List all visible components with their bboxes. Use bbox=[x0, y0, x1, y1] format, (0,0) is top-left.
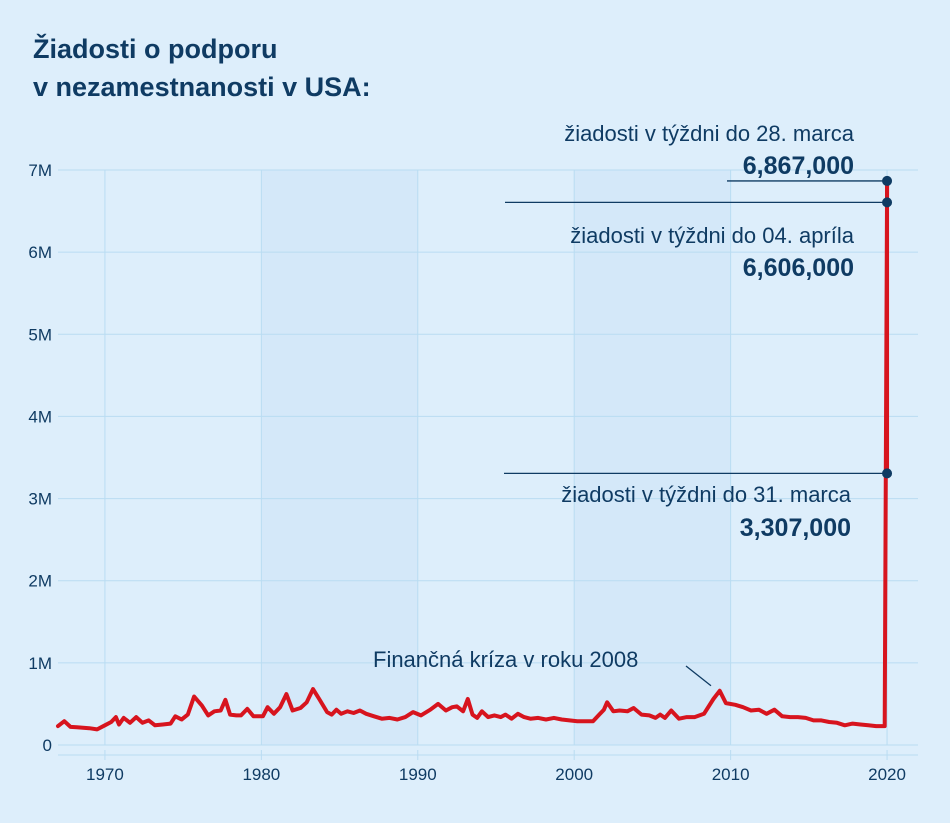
annotation-leader-line bbox=[685, 665, 712, 687]
y-tick-label: 5M bbox=[28, 325, 52, 344]
y-tick-label: 3M bbox=[28, 490, 52, 509]
y-tick-label: 4M bbox=[28, 407, 52, 426]
claims-series-line bbox=[56, 178, 890, 732]
background-band bbox=[261, 170, 418, 745]
annotation-value: 6,867,000 bbox=[743, 152, 854, 180]
y-tick-label: 6M bbox=[28, 243, 52, 262]
background-bands bbox=[261, 170, 731, 745]
x-tick-label: 1980 bbox=[242, 765, 280, 784]
chart-title-line-1: Žiadosti o podporu bbox=[33, 34, 278, 64]
y-tick-label: 0 bbox=[43, 736, 52, 755]
annotation-label: žiadosti v týždni do 31. marca bbox=[561, 482, 852, 507]
y-tick-label: 1M bbox=[28, 654, 52, 673]
background-band bbox=[574, 170, 731, 745]
chart-title-line-2: v nezamestnanosti v USA: bbox=[33, 72, 371, 102]
annotation-marker bbox=[882, 197, 893, 208]
chart-title: Žiadosti o podporu v nezamestnanosti v U… bbox=[33, 30, 371, 106]
series-layer bbox=[56, 178, 890, 732]
annotation-label: žiadosti v týždni do 28. marca bbox=[564, 121, 855, 146]
x-tick-label: 1970 bbox=[86, 765, 124, 784]
x-tick-label: 2010 bbox=[712, 765, 750, 784]
y-tick-label: 2M bbox=[28, 572, 52, 591]
annotation-marker bbox=[882, 468, 893, 479]
annotations-layer: žiadosti v týždni do 28. marca 6,867,000 ž… bbox=[373, 121, 893, 687]
x-tick-label: 2000 bbox=[555, 765, 593, 784]
annotation-marker bbox=[882, 175, 893, 186]
annotation-value: 3,307,000 bbox=[740, 514, 851, 542]
annotation-value: 6,606,000 bbox=[743, 254, 854, 282]
gridlines bbox=[58, 169, 918, 756]
x-tick-label: 1990 bbox=[399, 765, 437, 784]
x-tick-label: 2020 bbox=[868, 765, 906, 784]
annotation-label: Finančná kríza v roku 2008 bbox=[373, 647, 638, 672]
x-axis-ticks: 1970 1980 1990 2000 2010 2020 bbox=[86, 750, 906, 784]
annotation-label: žiadosti v týždni do 04. apríla bbox=[570, 223, 854, 248]
y-tick-label: 7M bbox=[28, 161, 52, 180]
y-axis-ticks: 0 1M 2M 3M 4M 5M 6M 7M bbox=[28, 161, 52, 755]
